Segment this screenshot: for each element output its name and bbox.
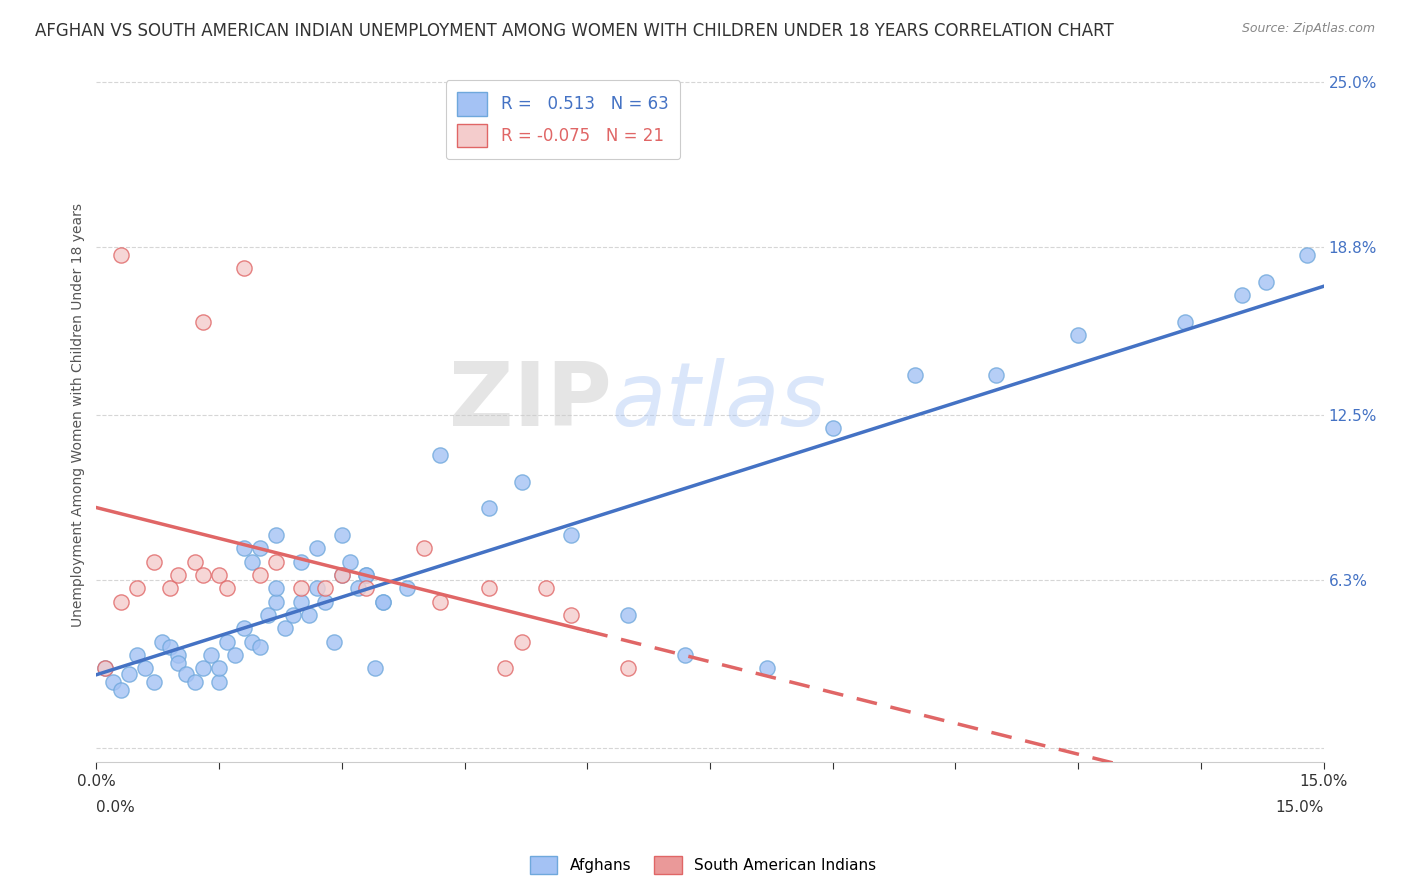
Point (396, 582, 419, 596)
Point (314, 595, 336, 609)
Point (290, 555, 312, 569)
Point (240, 635, 263, 649)
Point (191, 568, 214, 582)
Point (249, 568, 271, 582)
Point (560, 608, 582, 623)
Text: atlas: atlas (612, 359, 827, 444)
Point (510, 475, 533, 489)
Point (232, 622, 254, 636)
Point (167, 656, 190, 670)
Legend: R =   0.513   N = 63, R = -0.075   N = 21: R = 0.513 N = 63, R = -0.075 N = 21 (446, 80, 681, 159)
Point (217, 635, 239, 649)
Point (134, 661, 156, 675)
Point (356, 568, 378, 582)
Point (281, 608, 304, 623)
Point (266, 528, 288, 542)
Point (986, 368, 1008, 383)
Point (183, 674, 205, 689)
Point (273, 622, 295, 636)
Legend: Afghans, South American Indians: Afghans, South American Indians (524, 850, 882, 880)
Point (224, 648, 246, 662)
Point (821, 421, 844, 435)
Point (110, 682, 132, 697)
Point (159, 640, 181, 654)
Point (183, 555, 205, 569)
Point (208, 568, 231, 582)
Point (127, 582, 149, 596)
Point (142, 674, 165, 689)
Point (363, 661, 385, 675)
Y-axis label: Unemployment Among Women with Children Under 18 years: Unemployment Among Women with Children U… (72, 203, 86, 627)
Point (560, 528, 582, 542)
Point (903, 368, 925, 383)
Point (429, 595, 451, 609)
Point (1067, 328, 1090, 343)
Point (356, 568, 378, 582)
Point (412, 541, 434, 556)
Text: 0.0%: 0.0% (97, 800, 135, 815)
Point (266, 595, 288, 609)
Point (675, 648, 697, 662)
Point (101, 674, 124, 689)
Point (347, 582, 370, 596)
Point (290, 582, 312, 596)
Point (510, 635, 533, 649)
Text: Source: ZipAtlas.com: Source: ZipAtlas.com (1241, 22, 1375, 36)
Point (478, 501, 501, 516)
Point (240, 555, 263, 569)
Point (191, 661, 214, 675)
Point (266, 582, 288, 596)
Point (371, 595, 394, 609)
Point (93, 661, 115, 675)
Point (176, 666, 198, 681)
Point (266, 555, 288, 569)
Point (298, 608, 321, 623)
Point (330, 528, 353, 542)
Point (756, 661, 779, 675)
Point (249, 640, 271, 654)
Point (330, 568, 353, 582)
Point (371, 595, 394, 609)
Point (1230, 288, 1253, 302)
Point (208, 674, 231, 689)
Point (429, 448, 451, 462)
Point (191, 315, 214, 329)
Point (232, 541, 254, 556)
Point (330, 568, 353, 582)
Text: 15.0%: 15.0% (1275, 800, 1323, 815)
Point (307, 582, 329, 596)
Point (356, 582, 378, 596)
Point (110, 248, 132, 262)
Point (200, 648, 222, 662)
Point (249, 541, 271, 556)
Point (495, 661, 517, 675)
Point (257, 608, 280, 623)
Point (1296, 248, 1319, 262)
Point (217, 582, 239, 596)
Point (142, 555, 165, 569)
Point (1256, 275, 1278, 289)
Point (93, 661, 115, 675)
Point (536, 582, 558, 596)
Point (150, 635, 173, 649)
Point (1174, 315, 1197, 329)
Point (617, 608, 640, 623)
Point (307, 541, 329, 556)
Text: ZIP: ZIP (449, 358, 612, 445)
Point (322, 635, 344, 649)
Point (167, 648, 190, 662)
Point (167, 568, 190, 582)
Point (118, 666, 141, 681)
Point (339, 555, 361, 569)
Point (617, 661, 640, 675)
Text: AFGHAN VS SOUTH AMERICAN INDIAN UNEMPLOYMENT AMONG WOMEN WITH CHILDREN UNDER 18 : AFGHAN VS SOUTH AMERICAN INDIAN UNEMPLOY… (35, 22, 1114, 40)
Point (314, 582, 336, 596)
Point (127, 648, 149, 662)
Point (208, 661, 231, 675)
Point (159, 582, 181, 596)
Point (478, 582, 501, 596)
Point (232, 261, 254, 276)
Point (290, 595, 312, 609)
Point (110, 595, 132, 609)
